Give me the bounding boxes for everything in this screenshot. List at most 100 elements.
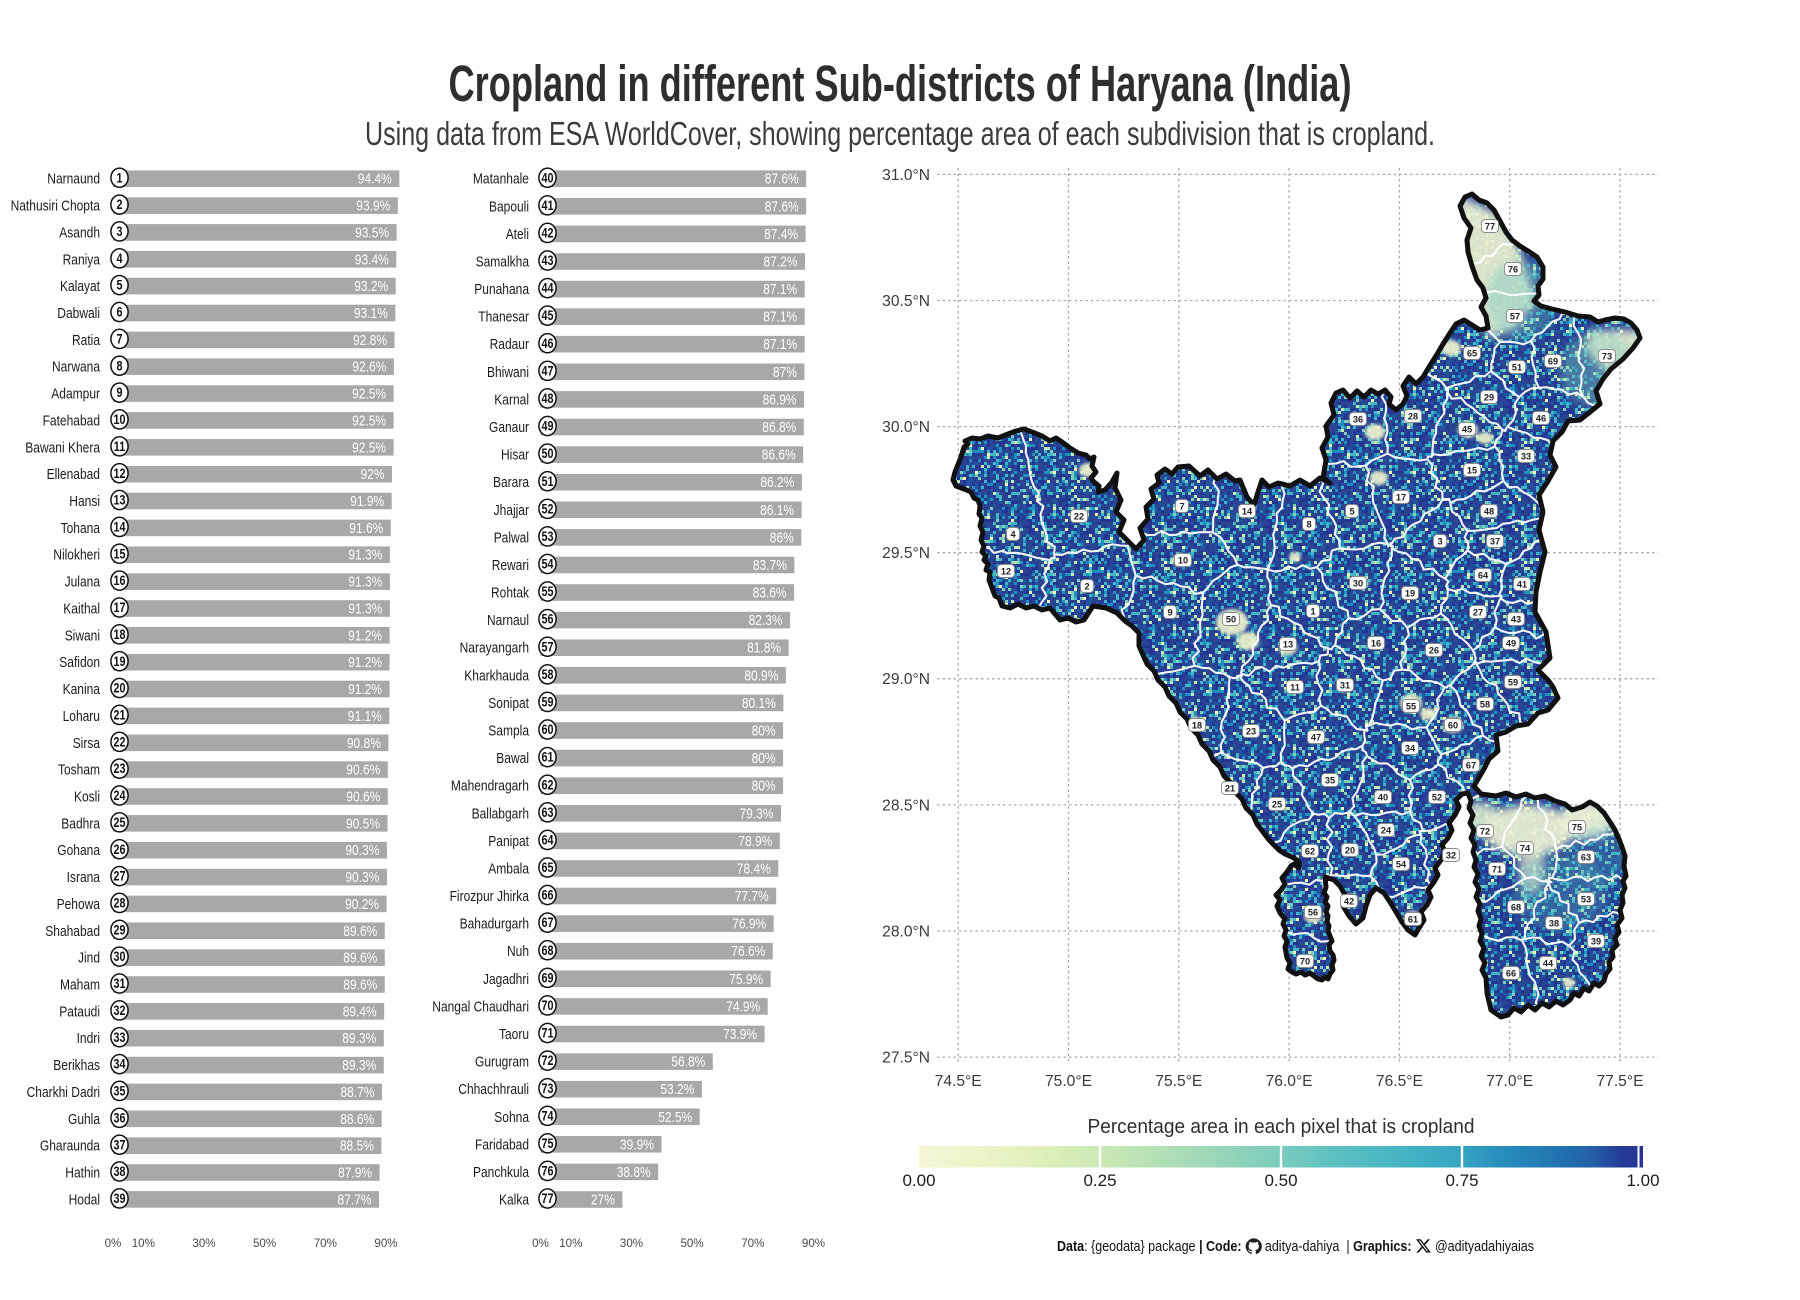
svg-text:87.9%: 87.9%	[338, 1165, 372, 1182]
svg-text:80%: 80%	[752, 778, 776, 795]
svg-text:65: 65	[542, 860, 554, 875]
svg-text:13: 13	[1283, 639, 1293, 649]
svg-text:75: 75	[542, 1136, 554, 1151]
svg-text:3: 3	[117, 224, 123, 239]
svg-text:43: 43	[1511, 614, 1521, 624]
svg-text:46: 46	[1536, 413, 1546, 423]
svg-text:49: 49	[542, 419, 554, 434]
svg-text:67: 67	[542, 915, 554, 930]
svg-text:82.3%: 82.3%	[749, 612, 783, 629]
svg-text:89.6%: 89.6%	[343, 977, 377, 994]
svg-text:62: 62	[542, 777, 554, 792]
svg-text:68: 68	[1511, 902, 1521, 912]
svg-text:64: 64	[542, 833, 554, 848]
svg-text:Asandh: Asandh	[59, 224, 100, 241]
svg-text:Nathusiri Chopta: Nathusiri Chopta	[11, 198, 101, 215]
svg-text:24: 24	[1381, 825, 1392, 835]
svg-text:Palwal: Palwal	[494, 529, 529, 546]
svg-text:63: 63	[542, 805, 554, 820]
svg-text:53: 53	[542, 529, 554, 544]
svg-text:23: 23	[114, 761, 126, 776]
svg-text:36: 36	[1353, 414, 1363, 424]
svg-text:17: 17	[1396, 492, 1406, 502]
svg-text:Loharu: Loharu	[63, 708, 100, 725]
svg-text:71: 71	[1492, 864, 1502, 874]
svg-text:28: 28	[114, 896, 126, 911]
svg-text:Maham: Maham	[60, 977, 100, 994]
svg-text:31: 31	[1340, 680, 1350, 690]
svg-text:Bawani Khera: Bawani Khera	[25, 439, 100, 456]
svg-text:7: 7	[117, 332, 123, 347]
svg-text:27: 27	[1473, 607, 1483, 617]
svg-text:0.25: 0.25	[1083, 1171, 1116, 1190]
svg-text:52: 52	[1432, 792, 1442, 802]
svg-text:86.8%: 86.8%	[762, 419, 796, 436]
svg-text:81.8%: 81.8%	[747, 640, 781, 657]
svg-text:67: 67	[1466, 760, 1476, 770]
svg-text:55: 55	[542, 584, 554, 599]
svg-text:52: 52	[542, 501, 554, 516]
svg-text:91.6%: 91.6%	[349, 520, 383, 537]
svg-text:76.5°E: 76.5°E	[1376, 1073, 1423, 1090]
svg-text:63: 63	[1581, 852, 1591, 862]
svg-text:Data: Data	[1057, 1238, 1085, 1255]
svg-text:50%: 50%	[680, 1237, 703, 1250]
svg-text:2: 2	[117, 197, 123, 212]
svg-text:Hathin: Hathin	[65, 1165, 100, 1182]
svg-text:41: 41	[542, 198, 554, 213]
svg-text:77.7%: 77.7%	[735, 888, 769, 905]
svg-text:87.1%: 87.1%	[763, 309, 797, 326]
svg-text:50: 50	[542, 446, 554, 461]
svg-text:Siwani: Siwani	[65, 627, 100, 644]
svg-text:21: 21	[114, 708, 126, 723]
svg-text:27%: 27%	[591, 1192, 615, 1209]
svg-text:72: 72	[542, 1053, 554, 1068]
svg-text:Punahana: Punahana	[474, 281, 529, 298]
svg-text:15: 15	[1467, 465, 1477, 475]
svg-text:aditya-dahiya |: aditya-dahiya |	[1261, 1238, 1353, 1255]
svg-text:52.5%: 52.5%	[658, 1109, 692, 1126]
svg-text:51: 51	[1512, 362, 1522, 372]
svg-text:Percentage area in each pixel: Percentage area in each pixel that is cr…	[1088, 1115, 1475, 1138]
svg-text:: {geodata} package: : {geodata} package	[1084, 1238, 1199, 1255]
svg-text:20: 20	[1345, 845, 1355, 855]
svg-text:19: 19	[114, 654, 126, 669]
svg-text:1.00: 1.00	[1626, 1171, 1659, 1190]
svg-text:Rohtak: Rohtak	[491, 585, 529, 602]
svg-text:92.6%: 92.6%	[352, 359, 386, 376]
svg-text:90.6%: 90.6%	[346, 762, 380, 779]
svg-text:60: 60	[1448, 720, 1458, 730]
svg-text:1: 1	[1310, 606, 1315, 616]
svg-text:88.6%: 88.6%	[340, 1111, 374, 1128]
svg-text:6: 6	[117, 305, 123, 320]
svg-text:9: 9	[1167, 607, 1172, 617]
svg-text:5: 5	[117, 278, 123, 293]
svg-text:56: 56	[1308, 907, 1318, 917]
svg-text:30%: 30%	[620, 1237, 643, 1250]
svg-text:91.2%: 91.2%	[348, 681, 382, 698]
svg-text:15: 15	[114, 546, 126, 561]
svg-text:Berikhas: Berikhas	[53, 1057, 100, 1074]
svg-text:89.4%: 89.4%	[343, 1003, 377, 1020]
svg-text:Firozpur Jhirka: Firozpur Jhirka	[450, 888, 530, 905]
svg-text:Jhajjar: Jhajjar	[494, 502, 529, 519]
svg-text:Matanhale: Matanhale	[473, 171, 529, 188]
svg-text:Narwana: Narwana	[52, 359, 101, 376]
svg-text:29: 29	[1484, 392, 1494, 402]
svg-text:28: 28	[1408, 411, 1418, 421]
svg-text:14: 14	[1242, 506, 1253, 516]
svg-text:4: 4	[117, 251, 123, 266]
svg-text:Chhachhrauli: Chhachhrauli	[458, 1081, 529, 1098]
svg-text:34: 34	[1405, 743, 1416, 753]
svg-text:1: 1	[117, 170, 123, 185]
svg-text:77: 77	[1485, 221, 1495, 231]
svg-text:90%: 90%	[374, 1237, 397, 1250]
svg-text:7: 7	[1179, 501, 1184, 511]
svg-text:76.6%: 76.6%	[731, 943, 765, 960]
svg-text:Tohana: Tohana	[61, 520, 101, 537]
svg-text:Shahabad: Shahabad	[45, 923, 100, 940]
svg-text:Pataudi: Pataudi	[59, 1003, 100, 1020]
svg-text:91.2%: 91.2%	[348, 627, 382, 644]
svg-text:8: 8	[1306, 519, 1311, 529]
svg-text:57: 57	[1510, 311, 1520, 321]
